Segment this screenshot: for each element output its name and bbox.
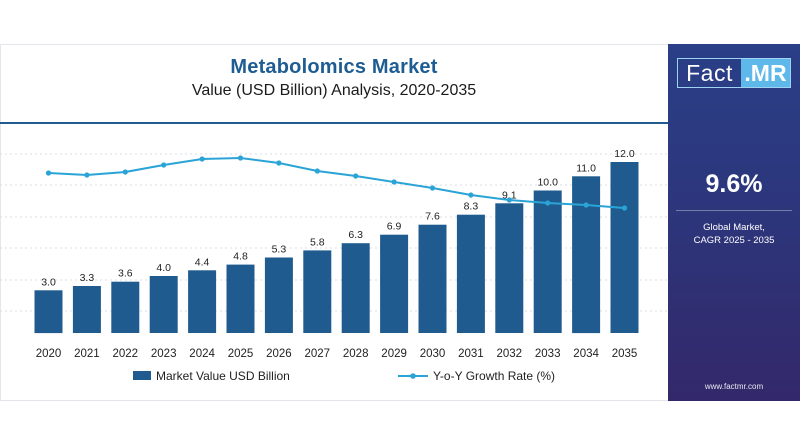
growth-point-2031 — [468, 192, 474, 198]
growth-point-2023 — [161, 162, 167, 168]
bar-2028 — [341, 243, 370, 333]
legend-label-market-value: Market Value USD Billion — [156, 369, 290, 383]
legend-swatch-growth-marker — [410, 373, 416, 379]
growth-rate-line — [48, 156, 625, 209]
bar-2033 — [533, 190, 562, 333]
growth-point-2035 — [621, 205, 628, 211]
x-tick-label-2034: 2034 — [573, 348, 599, 360]
bar-value-label-2025: 4.8 — [233, 251, 248, 263]
growth-point-2032 — [506, 197, 512, 203]
bar-value-label-2023: 4.0 — [156, 262, 171, 274]
bar-2024 — [188, 270, 217, 333]
chart-card — [0, 44, 800, 401]
bar-value-label-2035: 12.0 — [614, 148, 635, 160]
bar-2023 — [149, 276, 178, 333]
x-tick-label-2032: 2032 — [497, 348, 523, 360]
x-tick-label-2026: 2026 — [266, 348, 292, 360]
bar-value-label-2032: 9.1 — [502, 189, 517, 201]
cagr-label-line2: CAGR 2025 - 2035 — [693, 235, 775, 246]
growth-point-2034 — [583, 202, 589, 208]
growth-point-2025 — [237, 155, 244, 161]
chart-title: Metabolomics Market — [230, 56, 438, 78]
bar-2031 — [456, 214, 485, 333]
growth-point-2030 — [429, 185, 436, 191]
growth-point-2033 — [545, 200, 551, 206]
logo-mr-text: .MR — [741, 59, 790, 87]
legend-label-growth-rate: Y-o-Y Growth Rate (%) — [433, 369, 555, 383]
factmr-logo: Fact .MR — [677, 58, 791, 88]
bar-2027 — [303, 250, 332, 333]
bar-2026 — [264, 257, 293, 333]
growth-point-2028 — [353, 173, 359, 179]
growth-point-2021 — [84, 172, 90, 178]
growth-point-2022 — [122, 169, 128, 175]
bar-2020 — [34, 290, 63, 334]
bar-2022 — [111, 281, 140, 333]
growth-point-2026 — [276, 160, 282, 166]
x-tick-label-2029: 2029 — [381, 348, 407, 360]
bar-value-label-2027: 5.8 — [310, 236, 325, 248]
website-url: www.factmr.com — [704, 382, 764, 391]
bar-value-label-2022: 3.6 — [118, 268, 133, 280]
bar-value-label-2024: 4.4 — [195, 256, 210, 268]
x-tick-label-2022: 2022 — [113, 348, 139, 360]
growth-point-2024 — [199, 156, 205, 162]
x-tick-label-2033: 2033 — [535, 348, 561, 360]
cagr-value: 9.6% — [705, 170, 763, 198]
logo-fact-text: Fact — [686, 59, 733, 86]
growth-point-2029 — [391, 179, 397, 185]
x-tick-label-2027: 2027 — [305, 348, 331, 360]
chart-subtitle: Value (USD Billion) Analysis, 2020-2035 — [191, 82, 477, 99]
x-tick-label-2031: 2031 — [458, 348, 484, 360]
bar-value-label-2028: 6.3 — [348, 229, 363, 241]
bar-2029 — [380, 234, 409, 333]
cagr-divider — [676, 210, 792, 211]
legend-swatch-market-value — [133, 371, 151, 380]
x-tick-label-2030: 2030 — [420, 348, 446, 360]
x-tick-label-2020: 2020 — [36, 348, 62, 360]
x-tick-label-2023: 2023 — [151, 348, 177, 360]
bar-value-label-2026: 5.3 — [272, 244, 287, 256]
chart-plot: 3.0 3.3 3.6 4.0 4.4 4.8 5.3 5.8 6.3 6.9 7.6 8.3 9.1 1… — [0, 122, 668, 383]
bar-value-label-2030: 7.6 — [425, 211, 440, 223]
x-tick-label-2021: 2021 — [74, 348, 100, 360]
x-tick-label-2024: 2024 — [189, 348, 215, 360]
x-tick-label-2028: 2028 — [343, 348, 369, 360]
bar-value-label-2021: 3.3 — [80, 272, 95, 284]
bar-2030 — [418, 224, 447, 333]
bar-2032 — [495, 203, 524, 333]
sidebar-panel: Fact .MR 9.6% Global Market, CAGR 2025 -… — [668, 44, 800, 401]
x-tick-label-2025: 2025 — [228, 348, 254, 360]
cagr-label-line1: Global Market, — [703, 222, 765, 233]
bar-value-label-2034: 11.0 — [576, 162, 596, 174]
bar-value-label-2033: 10.0 — [537, 177, 558, 189]
bar-2021 — [72, 286, 101, 333]
growth-point-2027 — [314, 168, 320, 174]
bar-value-label-2020: 3.0 — [41, 276, 56, 288]
bar-value-label-2029: 6.9 — [387, 221, 402, 233]
bar-value-label-2031: 8.3 — [464, 201, 479, 213]
bar-2025 — [226, 264, 255, 333]
x-tick-label-2035: 2035 — [612, 348, 638, 360]
bar-2035 — [610, 162, 639, 333]
growth-point-2020 — [45, 170, 52, 176]
bar-2034 — [572, 176, 601, 334]
